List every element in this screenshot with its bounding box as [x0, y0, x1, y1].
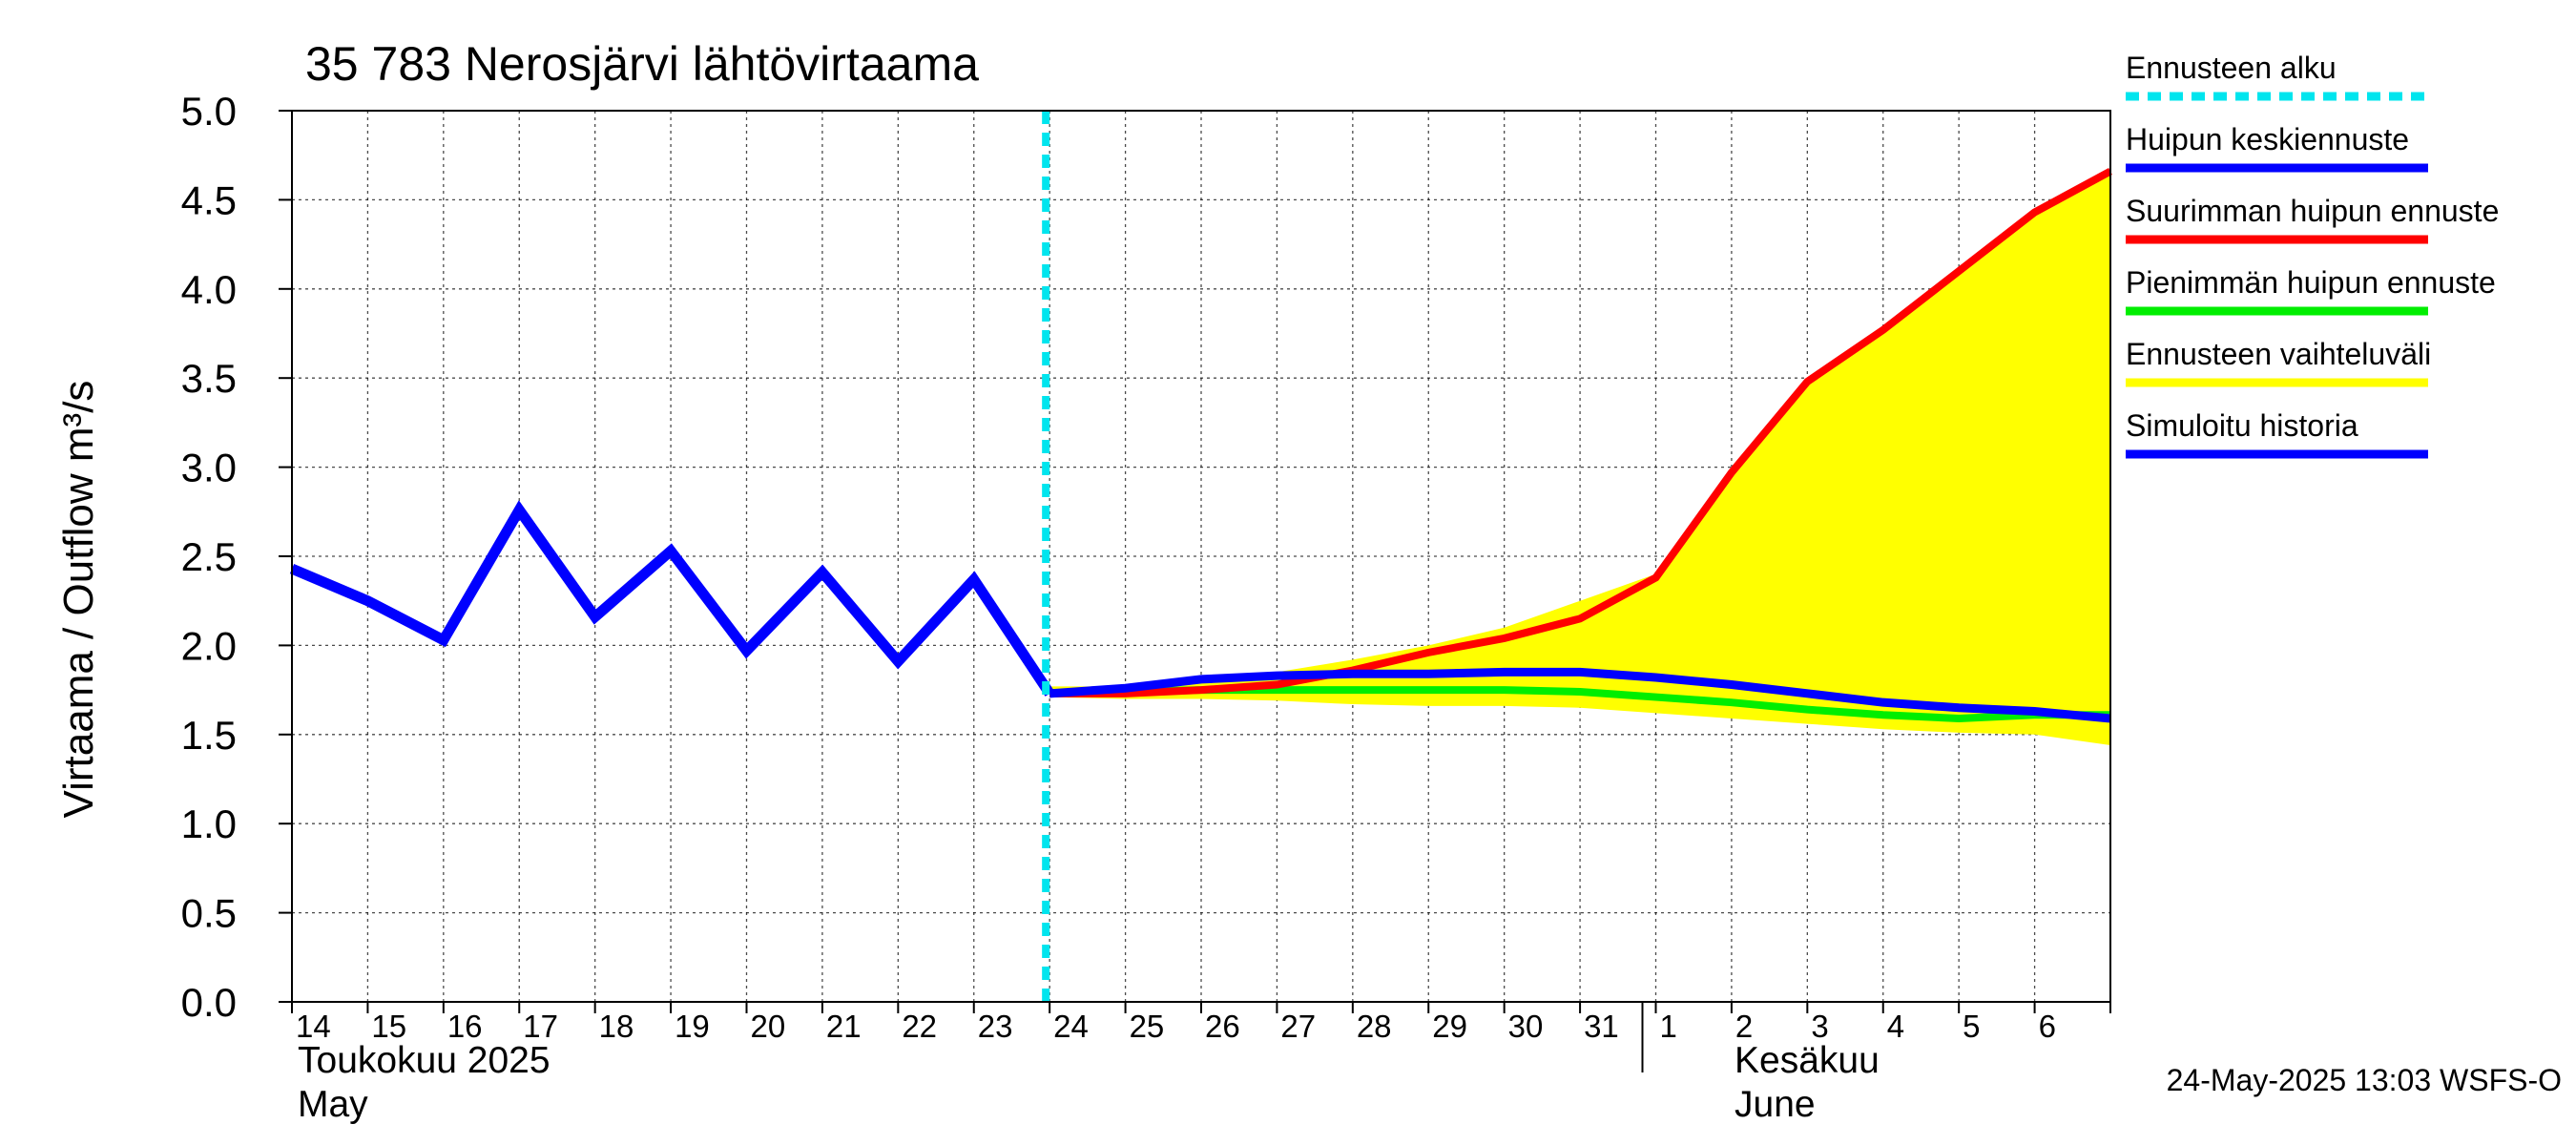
y-axis-label: Virtaama / Outflow m³/s	[55, 381, 102, 819]
x-tick-label: 29	[1432, 1009, 1467, 1044]
y-tick-label: 1.0	[181, 802, 237, 846]
y-axis-ticks: 0.0 0.5 1.0 1.5 2.0 2.5 3.0 3.5 4.0 4.5 5.0	[181, 89, 292, 1025]
series-line-huipun-keskiennuste	[1049, 667, 2111, 723]
series-line-simuloitu-historia	[289, 500, 1054, 697]
y-tick-label: 4.0	[181, 267, 237, 312]
x-tick-label: 20	[751, 1009, 786, 1044]
chart-title: 35 783 Nerosjärvi lähtövirtaama	[305, 37, 979, 91]
y-tick-label: 3.5	[181, 356, 237, 401]
legend: Ennusteen alku Huipun keskiennuste Suurimm…	[2126, 51, 2499, 459]
x-tick-label: 21	[826, 1009, 862, 1044]
legend-label: Pienimmän huipun ennuste	[2126, 265, 2496, 300]
y-tick-label: 0.5	[181, 891, 237, 936]
legend-label: Huipun keskiennuste	[2126, 122, 2409, 156]
x-tick-label: 18	[599, 1009, 634, 1044]
y-tick-label: 4.5	[181, 177, 237, 222]
y-tick-label: 1.5	[181, 713, 237, 758]
x-tick-label: 16	[447, 1009, 483, 1044]
y-tick-label: 0.0	[181, 980, 237, 1025]
month-label-may-en: May	[298, 1084, 368, 1125]
forecast-range-band	[1049, 171, 2110, 746]
legend-label: Ennusteen alku	[2126, 51, 2337, 85]
forecast-range-area	[1049, 171, 2110, 746]
x-tick-label: 5	[1963, 1009, 1980, 1044]
footer-timestamp: 24-May-2025 13:03 WSFS-O	[2167, 1063, 2562, 1097]
x-tick-label: 17	[523, 1009, 558, 1044]
y-tick-label: 2.5	[181, 534, 237, 579]
x-tick-label: 23	[978, 1009, 1013, 1044]
legend-label: Suurimman huipun ennuste	[2126, 194, 2499, 228]
month-label-june-fi: Kesäkuu	[1735, 1040, 1880, 1081]
x-tick-label: 31	[1584, 1009, 1619, 1044]
x-tick-label: 4	[1887, 1009, 1904, 1044]
y-tick-label: 3.0	[181, 446, 237, 490]
x-tick-label: 6	[2039, 1009, 2056, 1044]
x-tick-label: 26	[1205, 1009, 1240, 1044]
x-tick-label: 27	[1280, 1009, 1316, 1044]
legend-label: Ennusteen vaihteluväli	[2126, 337, 2431, 371]
x-tick-label: 3	[1811, 1009, 1828, 1044]
x-tick-label: 30	[1508, 1009, 1544, 1044]
x-tick-label: 14	[296, 1009, 331, 1044]
x-tick-label: 24	[1053, 1009, 1089, 1044]
x-tick-label: 2	[1735, 1009, 1753, 1044]
x-tick-label: 19	[675, 1009, 710, 1044]
month-label-june-en: June	[1735, 1084, 1816, 1125]
x-axis-ticks: 14 15 16 17 18 19 20 21 22 23 24 25 26 27 28 29 30 31 1 2 3 4…	[296, 1009, 2056, 1044]
y-tick-label: 5.0	[181, 89, 237, 134]
x-tick-label: 15	[371, 1009, 406, 1044]
x-tick-label: 22	[902, 1009, 937, 1044]
x-tick-label: 25	[1130, 1009, 1165, 1044]
legend-label: Simuloitu historia	[2126, 408, 2358, 443]
x-tick-label: 28	[1357, 1009, 1392, 1044]
series-lines	[289, 111, 2112, 1002]
month-label-may-fi: Toukokuu 2025	[298, 1040, 551, 1081]
y-tick-label: 2.0	[181, 623, 237, 668]
x-tick-label: 1	[1660, 1009, 1677, 1044]
plot-grid	[292, 111, 2110, 1002]
series-line-suurimman-huipun-ennuste	[1049, 167, 2112, 697]
